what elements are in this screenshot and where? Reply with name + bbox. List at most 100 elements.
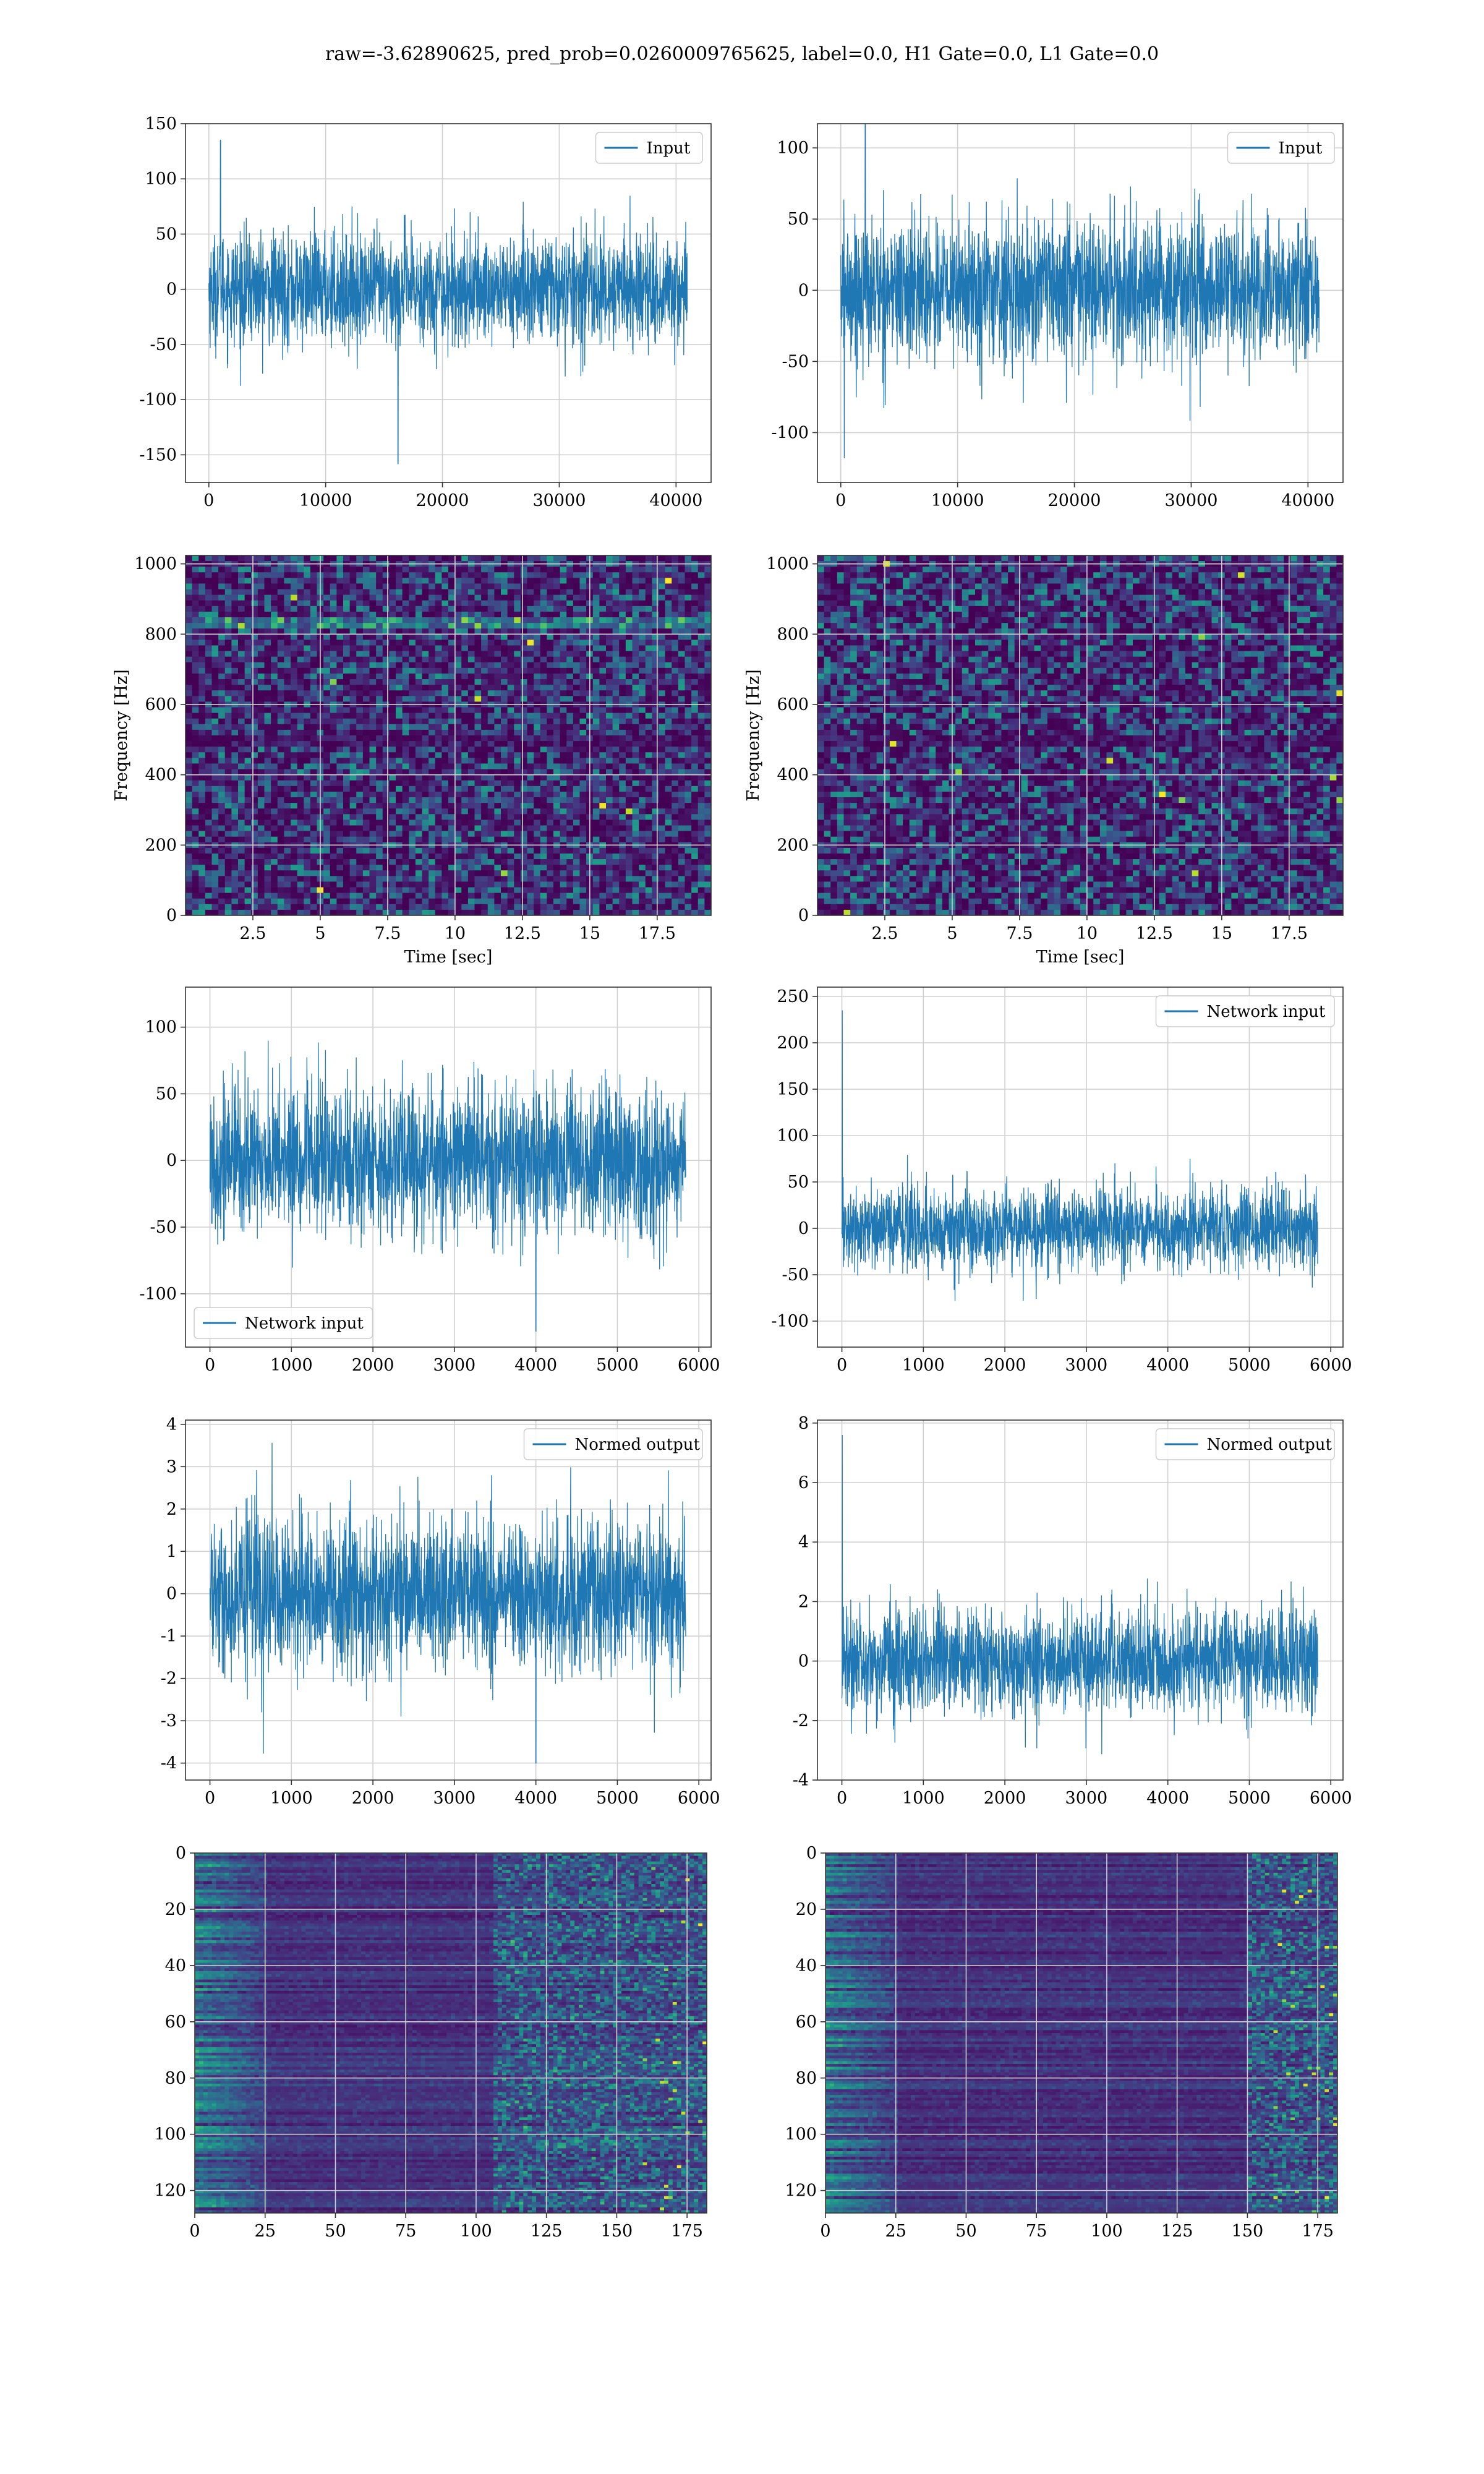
feature-map-l1-ytick-label: 100 <box>785 2125 817 2144</box>
feature-map-l1-ytick-label: 40 <box>796 1956 817 1975</box>
feature-map-l1-ytick-label: 20 <box>796 1900 817 1919</box>
input-h1-xtick-label: 0 <box>203 491 214 510</box>
normed-output-l1-xtick-label: 3000 <box>1065 1789 1108 1808</box>
normed-output-l1-xtick-label: 0 <box>837 1789 847 1808</box>
input-h1-ytick-label: -150 <box>139 445 177 464</box>
feature-map-h1-ytick-label: 120 <box>154 2181 186 2201</box>
feature-map-h1-ytick-label: 100 <box>154 2125 186 2144</box>
spectrogram-h1-xtick-label: 5 <box>315 924 325 943</box>
input-h1-ytick-label: 0 <box>166 280 177 299</box>
network-input-l1-plot-area <box>817 987 1343 1347</box>
normed-output-h1-xtick-label: 6000 <box>678 1789 720 1808</box>
normed-output-h1-ytick-label: -1 <box>161 1627 177 1646</box>
normed-output-h1-plot-area <box>186 1420 711 1780</box>
normed-output-h1-axes: Normed output 0 1000 2000 3000 4000 5000 6000 -4… <box>161 1415 720 1808</box>
spectrogram-h1-ytick-label: 200 <box>145 836 177 855</box>
feature-map-l1-axes: 0 25 50 75 100 125 150 175 0 20 40 60 80 100 120 <box>785 1844 1338 2241</box>
spectrogram-l1-ylabel: Frequency [Hz] <box>744 669 763 801</box>
feature-map-l1-xtick-label: 50 <box>955 2222 976 2241</box>
feature-map-h1-xtick-label: 50 <box>325 2222 346 2241</box>
spectrogram-l1-axes: 2.5 5 7.5 10 12.5 15 17.5 0 200 400 600 800 1000 Time… <box>744 555 1344 967</box>
spectrogram-l1-ytick-label: 600 <box>777 695 809 714</box>
feature-map-h1-xtick-label: 150 <box>601 2222 633 2241</box>
spectrogram-l1-ytick-label: 800 <box>777 625 809 644</box>
network-input-l1-ytick-label: -50 <box>782 1265 809 1285</box>
input-l1-axes: Input 0 10000 20000 30000 40000 -100 -50 0 50 100 <box>771 123 1344 510</box>
network-input-h1-legend: Network input <box>194 1307 373 1339</box>
spectrogram-h1-ytick-label: 400 <box>145 766 177 785</box>
input-h1-ytick-label: 50 <box>156 225 177 244</box>
input-h1-axes: Input 0 10000 20000 30000 40000 -150 -100 -50 0 50… <box>139 114 712 510</box>
network-input-h1-xtick-label: 6000 <box>678 1356 720 1375</box>
spectrogram-l1-ytick-label: 0 <box>798 906 809 925</box>
network-input-l1-xtick-label: 4000 <box>1146 1356 1189 1375</box>
feature-map-l1-ytick-label: 0 <box>806 1844 817 1863</box>
network-input-h1-xtick-label: 5000 <box>596 1356 639 1375</box>
network-input-h1-xtick-label: 2000 <box>352 1356 394 1375</box>
feature-map-l1-xtick-label: 100 <box>1091 2222 1123 2241</box>
normed-output-h1-ytick-label: 0 <box>166 1585 177 1604</box>
input-h1-xtick-label: 20000 <box>416 491 469 510</box>
spectrogram-h1-xtick-label: 7.5 <box>374 924 401 943</box>
feature-map-h1-ytick-label: 80 <box>165 2069 186 2088</box>
network-input-l1-series-line <box>841 1010 1318 1301</box>
spectrogram-h1-ytick-label: 0 <box>166 906 177 925</box>
normed-output-h1-ytick-label: -4 <box>161 1754 177 1773</box>
normed-output-l1-legend: Normed output <box>1155 1428 1335 1460</box>
input-h1-ytick-label: -50 <box>150 335 177 354</box>
input-l1-xtick-label: 10000 <box>931 491 984 510</box>
spectrogram-l1-xtick-label: 17.5 <box>1271 924 1308 943</box>
spectrogram-h1-xtick-label: 17.5 <box>639 924 676 943</box>
input-h1-xtick-label: 30000 <box>532 491 586 510</box>
spectrogram-l1-xtick-label: 7.5 <box>1006 924 1033 943</box>
normed-output-l1-xtick-label: 5000 <box>1228 1789 1271 1808</box>
network-input-l1-xtick-label: 6000 <box>1310 1356 1352 1375</box>
input-l1-xtick-label: 0 <box>835 491 846 510</box>
network-input-l1-xtick-label: 5000 <box>1228 1356 1271 1375</box>
network-input-h1-xtick-label: 3000 <box>433 1356 476 1375</box>
network-input-l1-xtick-label: 1000 <box>902 1356 945 1375</box>
normed-output-l1-xtick-label: 4000 <box>1146 1789 1189 1808</box>
input-h1-ytick-label: 100 <box>145 169 177 189</box>
input-h1-legend: Input <box>595 132 703 164</box>
normed-output-h1-xtick-label: 1000 <box>270 1789 313 1808</box>
network-input-h1-ytick-label: 100 <box>145 1018 177 1037</box>
normed-output-l1-legend-label: Normed output <box>1207 1436 1333 1454</box>
spectrogram-l1-plot-area <box>817 555 1343 915</box>
network-input-h1-ytick-label: -100 <box>139 1285 177 1304</box>
feature-map-h1-ytick-label: 20 <box>165 1900 186 1919</box>
normed-output-h1-ytick-label: -3 <box>161 1711 177 1731</box>
input-l1-xtick-label: 40000 <box>1281 491 1334 510</box>
spectrogram-l1-xtick-label: 15 <box>1211 924 1232 943</box>
feature-map-h1-ytick-label: 0 <box>176 1844 186 1863</box>
network-input-l1-legend-label: Network input <box>1207 1003 1326 1021</box>
normed-output-l1-series-line <box>841 1434 1318 1755</box>
network-input-l1-ytick-label: 150 <box>777 1080 809 1099</box>
normed-output-l1-plot-area <box>817 1420 1343 1780</box>
spectrogram-l1-xtick-label: 12.5 <box>1136 924 1173 943</box>
normed-output-l1-ytick-label: 0 <box>798 1652 809 1671</box>
spectrogram-l1-xtick-label: 2.5 <box>871 924 898 943</box>
spectrogram-l1-xtick-label: 10 <box>1077 924 1098 943</box>
spectrogram-h1-ytick-label: 1000 <box>134 555 177 574</box>
feature-map-h1-axes: 0 25 50 75 100 125 150 175 0 20 40 60 80 100 120 <box>154 1844 707 2241</box>
feature-map-h1-xtick-label: 25 <box>255 2222 276 2241</box>
normed-output-l1-ytick-label: -2 <box>793 1711 809 1731</box>
normed-output-l1-ytick-label: 6 <box>798 1473 809 1492</box>
network-input-l1-xtick-label: 3000 <box>1065 1356 1108 1375</box>
feature-map-h1-ytick-label: 60 <box>165 2013 186 2032</box>
feature-map-l1-xtick-label: 25 <box>885 2222 906 2241</box>
feature-map-h1-plot-area <box>195 1853 707 2213</box>
normed-output-l1-xtick-label: 6000 <box>1310 1789 1352 1808</box>
input-l1-xtick-label: 20000 <box>1048 491 1101 510</box>
network-input-h1-ytick-label: 50 <box>156 1084 177 1103</box>
network-input-h1-series-line <box>209 1040 686 1332</box>
feature-map-l1-ytick-label: 120 <box>785 2181 817 2201</box>
normed-output-l1-xtick-label: 2000 <box>984 1789 1026 1808</box>
spectrogram-l1-ytick-label: 400 <box>777 766 809 785</box>
spectrogram-h1-xtick-label: 12.5 <box>504 924 541 943</box>
spectrogram-h1-xtick-label: 15 <box>579 924 600 943</box>
spectrogram-h1-ytick-label: 800 <box>145 625 177 644</box>
feature-map-l1-xtick-label: 175 <box>1302 2222 1334 2241</box>
